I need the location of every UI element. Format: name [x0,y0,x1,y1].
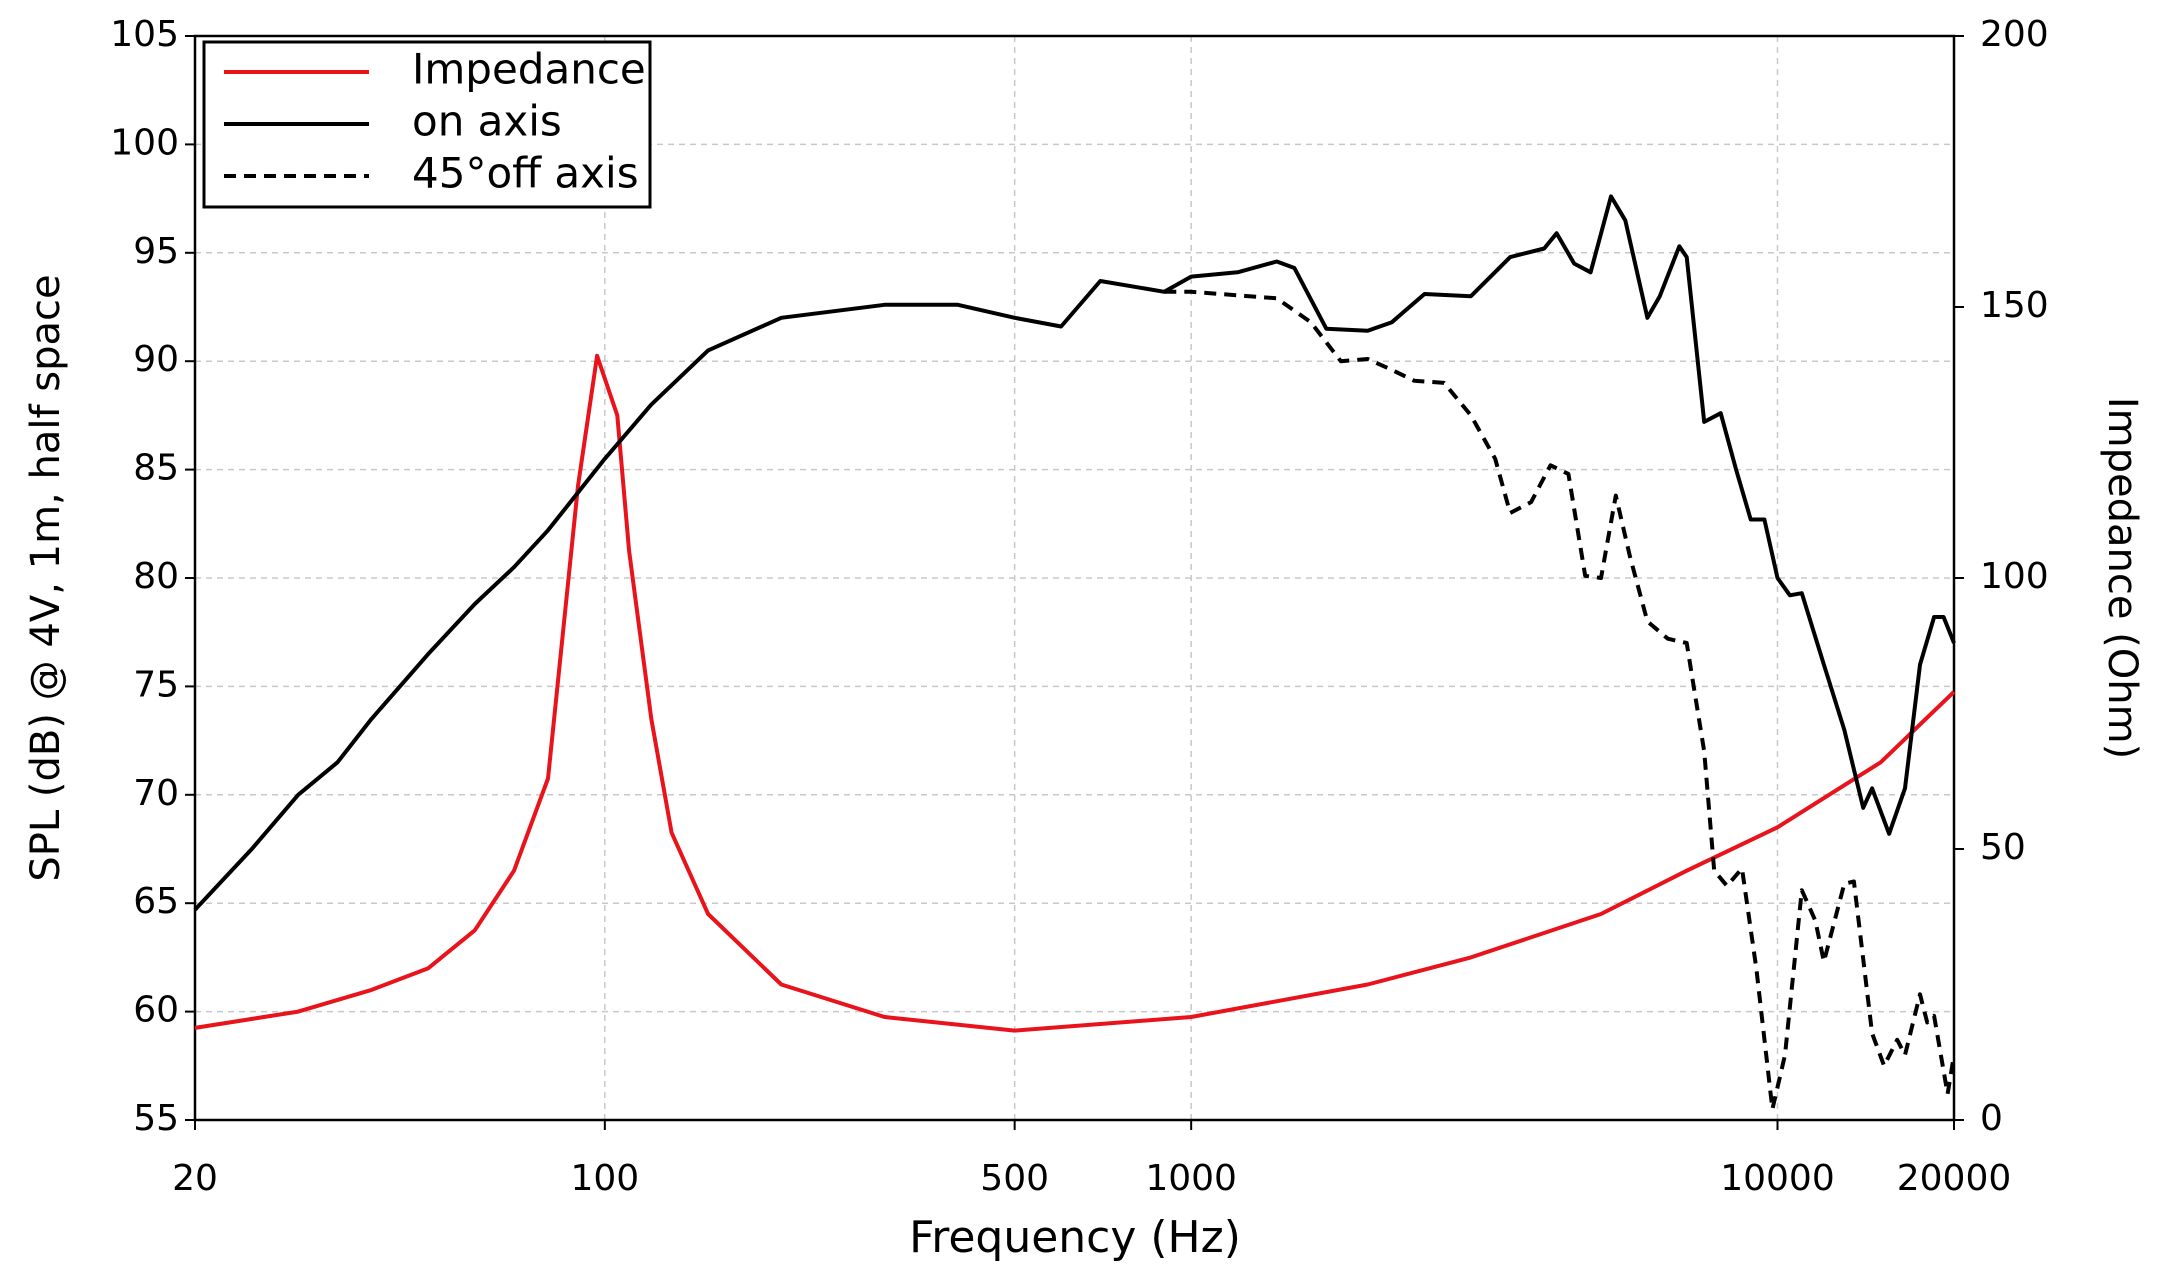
y-tick-label: 55 [133,1098,179,1139]
x-tick-label: 20000 [1897,1158,2012,1199]
y-tick-label: 65 [133,881,179,922]
legend-box [202,40,652,209]
y2-axis-label: Impedance (Ohm) [2099,397,2145,759]
plot-frame [193,34,1956,1122]
y2-tick-label: 100 [1980,556,2049,597]
legend-label: 45°off axis [412,149,639,198]
x-tick-label: 500 [980,1158,1049,1199]
x-tick-label: 10000 [1720,1158,1835,1199]
y-tick-label: 70 [133,773,179,814]
x-axis-label: Frequency (Hz) [909,1212,1241,1263]
y-tick-label: 60 [133,990,179,1031]
y2-tick-label: 0 [1980,1098,2003,1139]
y-tick-label: 90 [133,339,179,380]
series-line [1164,289,1956,1112]
y-tick-label: 85 [133,448,179,489]
y2-tick-label: 150 [1980,285,2049,326]
y2-tick-label: 50 [1980,827,2026,868]
legend-label: on axis [412,97,562,146]
y-tick-label: 80 [133,556,179,597]
series-line [194,353,1956,1033]
y-tick-label: 105 [110,14,179,55]
y-tick-label: 95 [133,231,179,272]
y-axis-label: SPL (dB) @ 4V, 1m, half space [23,274,69,881]
x-tick-label: 1000 [1145,1158,1237,1199]
y-tick-label: 100 [110,122,179,163]
y2-tick-label: 200 [1980,14,2049,55]
x-tick-label: 20 [172,1158,218,1199]
y-tick-label: 75 [133,664,179,705]
series-line [193,194,1956,912]
x-tick-label: 100 [570,1158,639,1199]
legend-label: Impedance [412,45,646,94]
